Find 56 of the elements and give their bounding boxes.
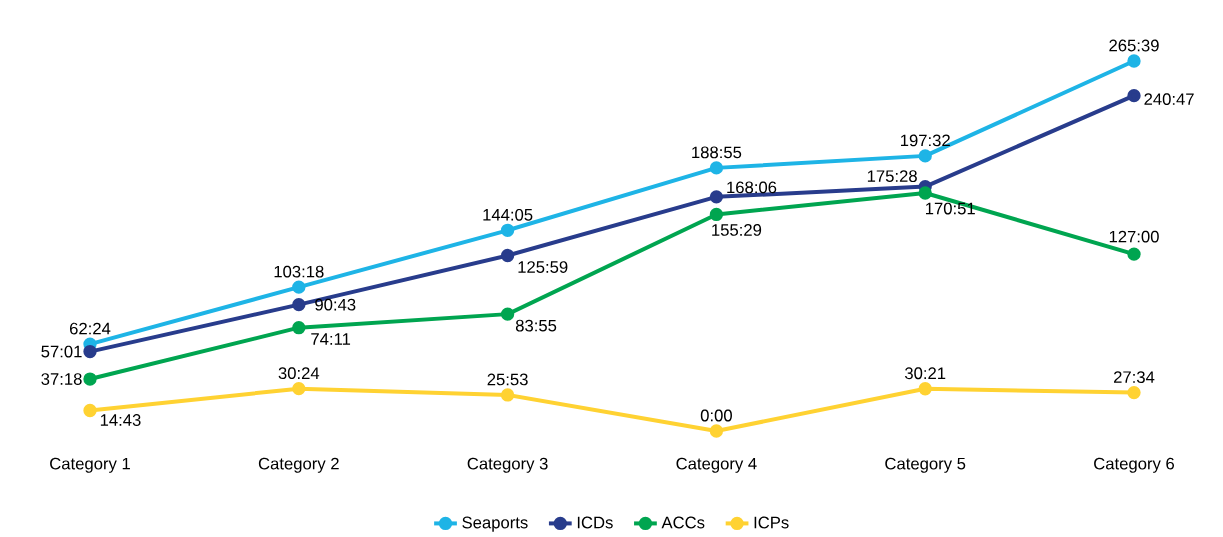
point	[500, 223, 515, 237]
point	[1127, 88, 1141, 103]
data-label: 125:59	[518, 261, 568, 273]
x-tick-label: Category 1	[50, 457, 130, 473]
data-label: 155:29	[712, 224, 762, 236]
point	[709, 190, 724, 204]
data-label: 144:05	[483, 208, 533, 221]
x-tick-label: Category 5	[885, 457, 966, 473]
point	[83, 403, 97, 418]
point	[709, 161, 724, 175]
point	[292, 321, 306, 335]
data-label: 168:06	[727, 181, 777, 194]
data-label: 74:11	[311, 333, 351, 345]
point	[709, 424, 724, 438]
data-label: 30:21	[904, 367, 946, 380]
data-label: 175:28	[867, 170, 917, 183]
data-label: 0:00	[700, 409, 732, 422]
data-label: 170:51	[926, 202, 975, 215]
data-label: 197:32	[900, 134, 950, 147]
data-label: 14:43	[100, 414, 141, 426]
data-label: 90:43	[315, 298, 356, 311]
point	[1127, 54, 1141, 68]
legend-label: Seaports	[462, 516, 528, 532]
point	[500, 388, 515, 402]
point	[918, 149, 932, 163]
point	[500, 307, 515, 321]
data-label: 25:53	[487, 373, 528, 386]
point	[1127, 247, 1141, 261]
data-label: 240:47	[1144, 93, 1194, 106]
data-label: 27:34	[1113, 371, 1155, 384]
point	[292, 297, 306, 312]
data-label: 62:24	[69, 322, 111, 335]
data-label: 103:18	[274, 265, 324, 278]
x-tick-label: Category 2	[258, 457, 339, 473]
data-label: 57:01	[41, 345, 82, 358]
point	[1127, 385, 1141, 400]
point	[918, 186, 932, 200]
data-label: 30:24	[278, 367, 320, 380]
x-tick-label: Category 3	[467, 457, 548, 473]
point	[500, 248, 515, 263]
point	[83, 372, 97, 386]
data-label: 265:39	[1109, 39, 1159, 52]
data-label: 127:00	[1109, 230, 1159, 243]
data-label: 37:18	[41, 373, 82, 385]
point	[292, 381, 306, 396]
point	[709, 207, 724, 222]
data-label: 83:55	[515, 319, 557, 332]
data-label: 188:55	[692, 146, 742, 159]
point	[292, 280, 306, 294]
x-tick-label: Category 4	[676, 457, 757, 473]
legend-label: ICPs	[754, 516, 789, 529]
legend-label: ICDs	[577, 516, 613, 529]
point	[83, 344, 97, 359]
legend-label: ACCs	[661, 516, 705, 529]
point	[918, 382, 932, 396]
x-tick-label: Category 6	[1094, 457, 1175, 473]
